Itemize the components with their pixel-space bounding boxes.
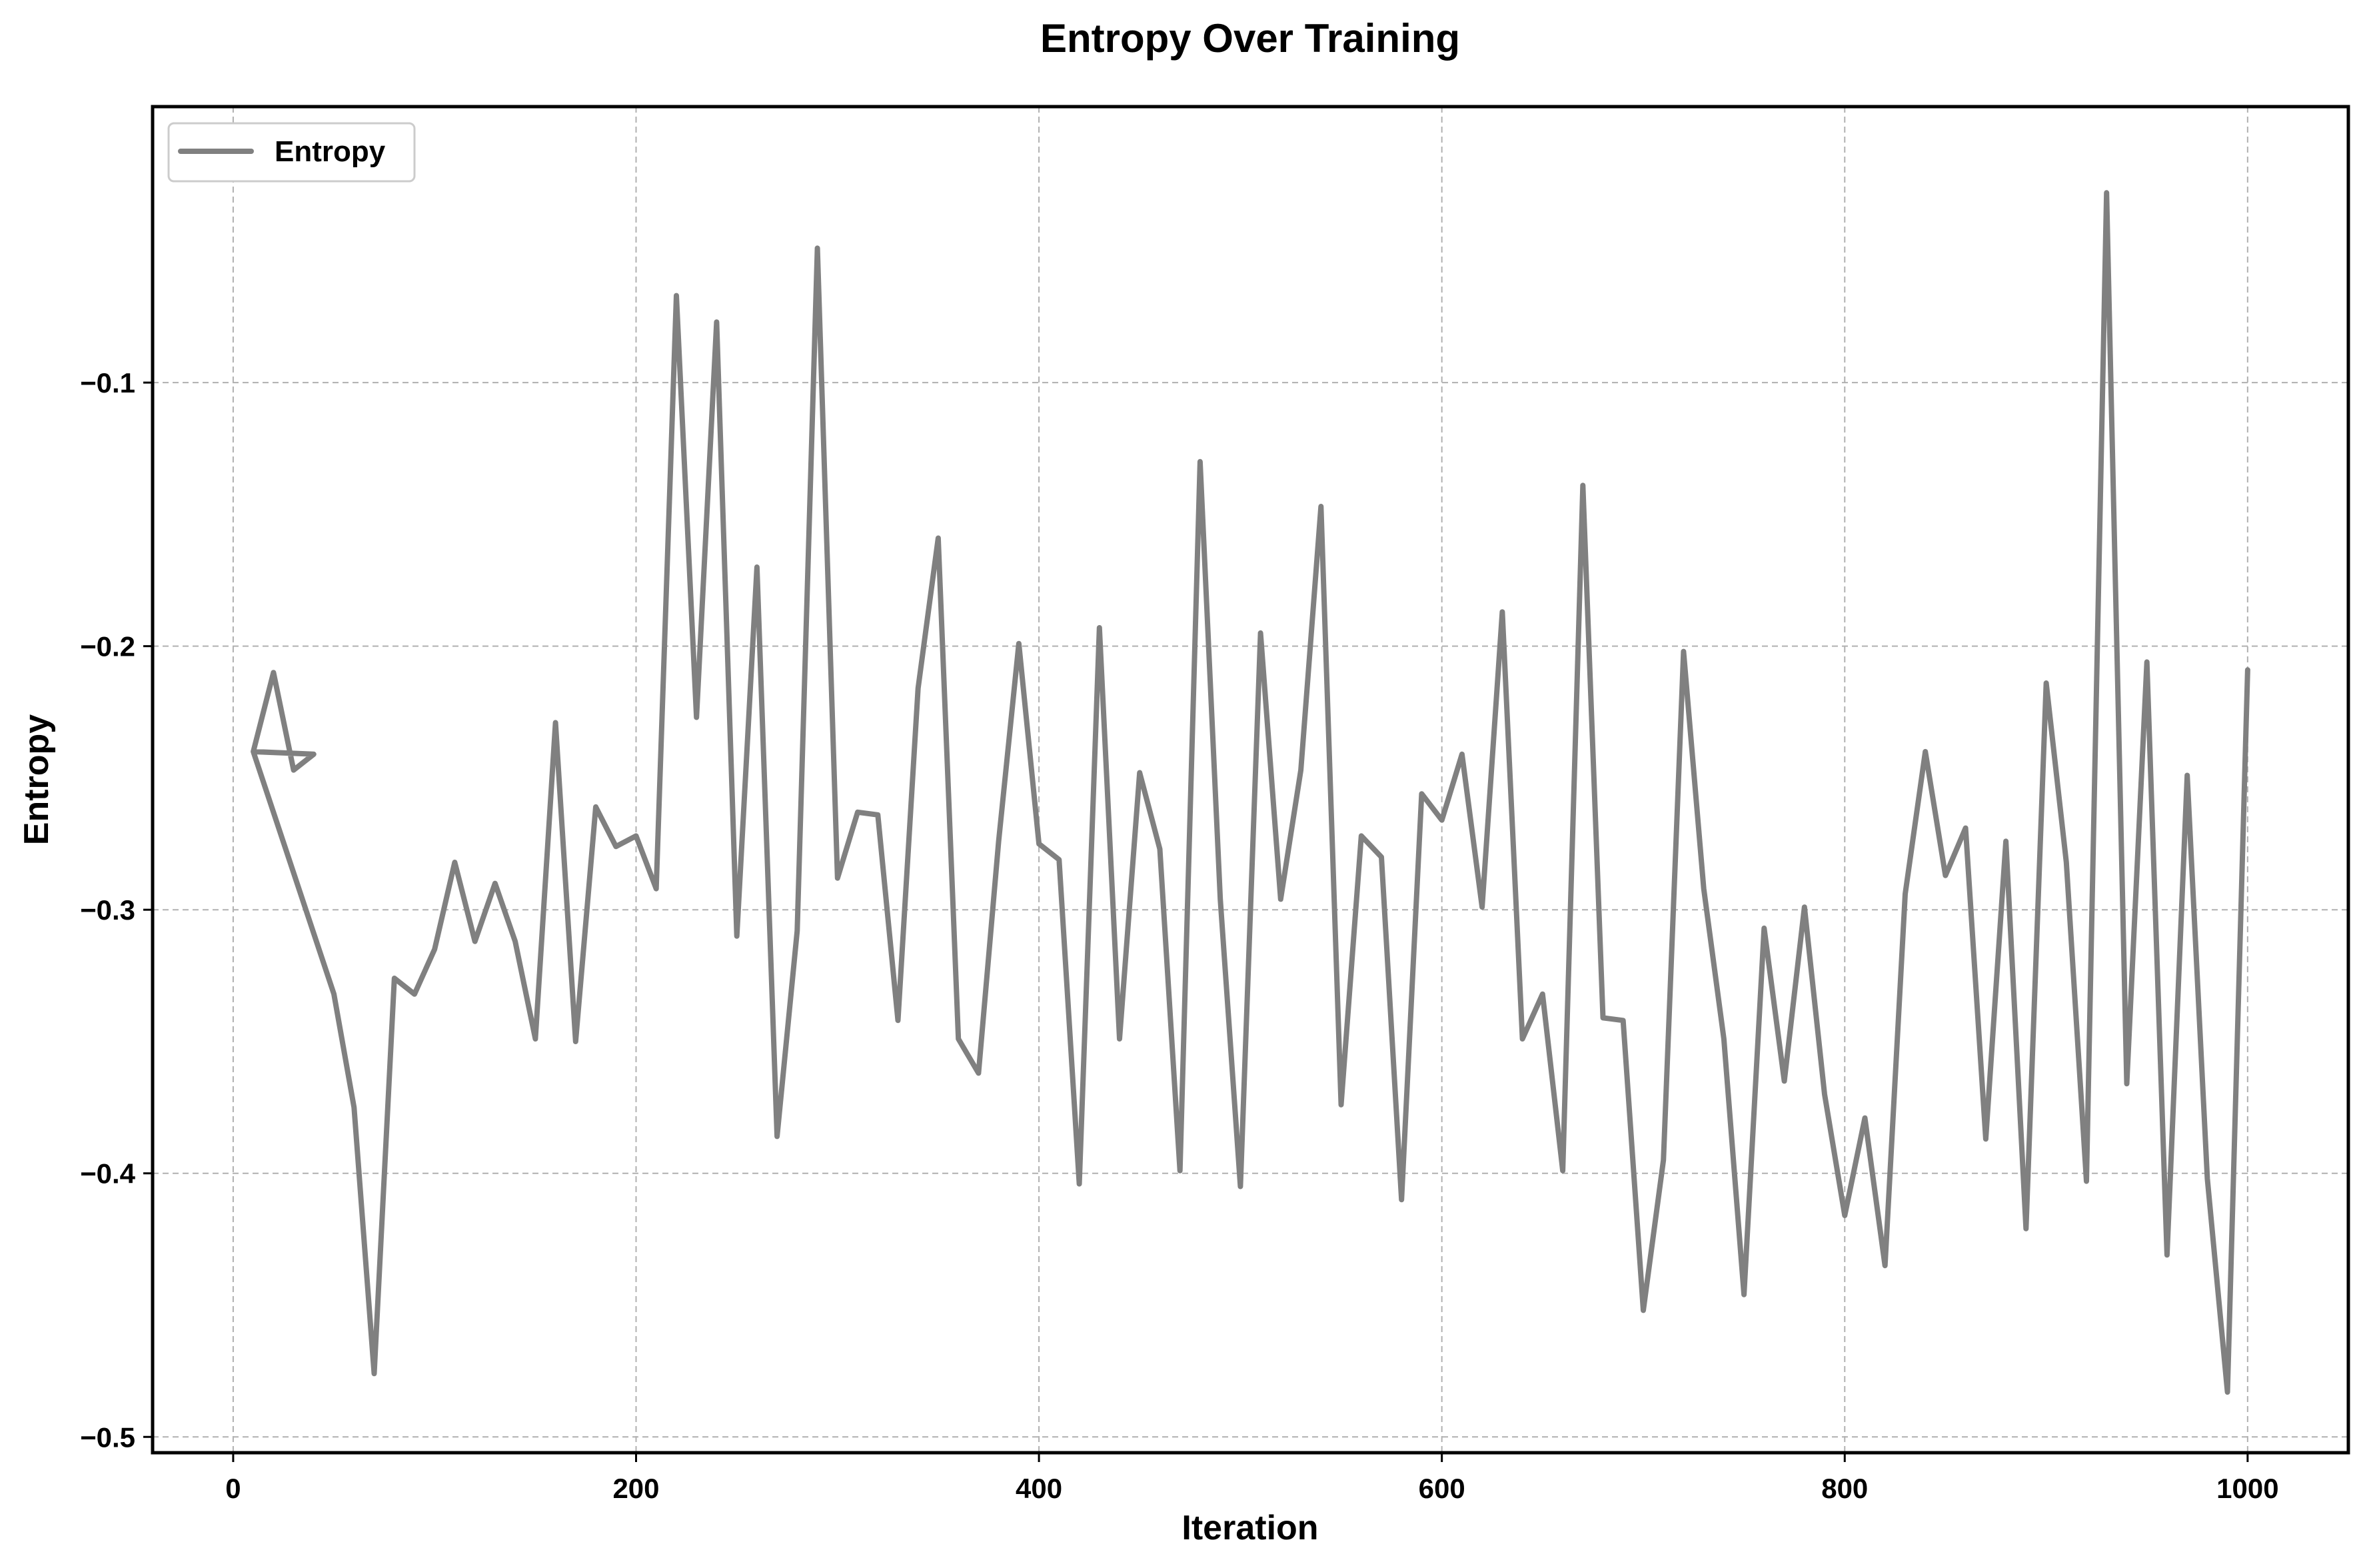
x-tick-label: 800 — [1821, 1473, 1868, 1504]
x-tick-label: 400 — [1016, 1473, 1062, 1504]
x-tick-label: 1000 — [2216, 1473, 2278, 1504]
y-axis-label: Entropy — [17, 714, 56, 846]
y-tick-label: −0.1 — [80, 367, 135, 398]
series-line-entropy — [251, 190, 2250, 1395]
x-axis-ticks: 0 200 400 600 800 1000 — [225, 1453, 2279, 1504]
grid-lines — [153, 107, 2348, 1453]
chart-title: Entropy Over Training — [1040, 16, 1460, 61]
legend-box — [167, 122, 416, 183]
legend: Entropy — [167, 122, 416, 183]
x-tick-label: 0 — [225, 1473, 241, 1504]
legend-label-entropy: Entropy — [275, 135, 386, 168]
y-axis-ticks: −0.5 −0.4 −0.3 −0.2 −0.1 — [80, 367, 153, 1453]
x-tick-label: 200 — [612, 1473, 659, 1504]
x-axis-label: Iteration — [1182, 1509, 1318, 1547]
y-tick-label: −0.5 — [80, 1421, 135, 1453]
y-tick-label: −0.3 — [80, 894, 135, 926]
plot-frame — [151, 105, 2350, 1455]
y-tick-label: −0.4 — [80, 1158, 136, 1189]
series-layer — [251, 190, 2250, 1395]
x-tick-label: 600 — [1419, 1473, 1465, 1504]
y-tick-label: −0.2 — [80, 631, 135, 662]
